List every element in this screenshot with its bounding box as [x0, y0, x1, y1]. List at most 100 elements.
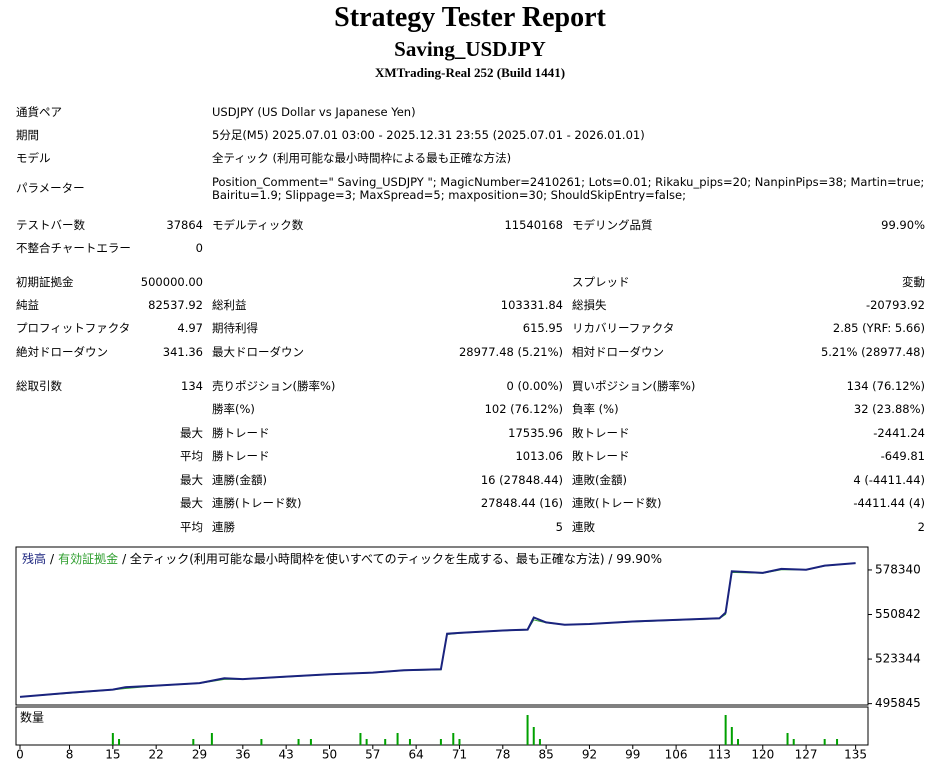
x-tick-label: 15 [105, 748, 120, 761]
stat-label: スプレッド [572, 275, 630, 289]
stat-value: 500000.00 [140, 275, 203, 289]
volume-bar [526, 715, 529, 745]
x-tick-label: 120 [751, 748, 774, 761]
stat-value: 99.90% [881, 218, 925, 232]
volume-bar [532, 727, 535, 745]
stat-label: 敗トレード [572, 426, 630, 440]
x-tick-label: 64 [409, 748, 424, 761]
legend-separator: / [50, 552, 55, 566]
x-tick-label: 29 [192, 748, 207, 761]
volume-bar [365, 739, 368, 745]
stat-label: 連勝(トレード数) [212, 496, 302, 510]
legend-entry: 残高 [22, 551, 46, 566]
legend-suffix: / 全ティック(利用可能な最小時間枠を使いすべてのティックを生成する、最も正確な… [122, 551, 662, 566]
x-tick-label: 50 [322, 748, 337, 761]
y-tick-label: 495845 [875, 696, 921, 710]
volume-bar [737, 739, 740, 745]
x-tick-label: 71 [452, 748, 467, 761]
stat-label: リカバリーファクタ [572, 321, 675, 335]
stat-value: 82537.92 [148, 298, 203, 312]
stat-label: 連敗(金額) [572, 473, 627, 487]
stat-value: 134 [181, 379, 203, 393]
info-value: USDJPY (US Dollar vs Japanese Yen) [212, 105, 416, 119]
stat-label: テストバー数 [16, 218, 85, 232]
volume-bar [192, 739, 195, 745]
x-tick-label: 113 [708, 748, 731, 761]
stat-value: 4.97 [177, 321, 203, 335]
info-value: 全ティック (利用可能な最小時間枠による最も正確な方法) [212, 151, 512, 165]
info-label: パラメーター [16, 181, 85, 195]
stat-value: 27848.44 (16) [480, 496, 563, 510]
volume-bar [836, 739, 839, 745]
stat-label: モデルティック数 [212, 218, 304, 232]
info-value: Position_Comment=" Saving_USDJPY "; Magi… [212, 174, 925, 189]
stat-label: 連敗 [572, 520, 595, 534]
volume-bar [458, 739, 461, 745]
x-tick-label: 135 [844, 748, 867, 761]
stat-label: 買いポジション(勝率%) [572, 379, 696, 393]
volume-bar [786, 733, 789, 745]
x-tick-label: 57 [365, 748, 380, 761]
volume-bar [118, 739, 121, 745]
stat-value: 11540168 [504, 218, 563, 232]
stat-label: 連勝(金額) [212, 473, 267, 487]
volume-bar [309, 739, 312, 745]
y-tick-label: 578340 [875, 562, 921, 576]
volume-bar [823, 739, 826, 745]
legend: 残高 / 有効証拠金 / 全ティック(利用可能な最小時間枠を使いすべてのティックを生成… [22, 551, 662, 566]
volume-bar [396, 733, 399, 745]
volume-bar [439, 739, 442, 745]
volume-bar [359, 733, 362, 745]
y-tick-label: 550842 [875, 607, 921, 621]
report-subtitle: Saving_USDJPY [394, 37, 546, 61]
stat-value: 平均 [180, 520, 203, 534]
stat-value: 134 (76.12%) [846, 379, 925, 393]
stat-label: 総損失 [572, 298, 607, 312]
stat-label: 負率 (%) [572, 402, 619, 416]
stat-value: 最大 [180, 426, 203, 440]
stat-label: 最大ドローダウン [212, 345, 304, 359]
stat-value: 102 (76.12%) [484, 402, 563, 416]
stat-value: 4 (-4411.44) [853, 473, 925, 487]
x-tick-label: 0 [16, 748, 24, 761]
stat-value: 2 [917, 520, 925, 534]
stat-value: 16 (27848.44) [480, 473, 563, 487]
stat-value: 2.85 (YRF: 5.66) [832, 321, 925, 335]
stat-label: 期待利得 [212, 321, 258, 335]
stat-label: 敗トレード [572, 449, 630, 463]
x-tick-label: 85 [538, 748, 553, 761]
stat-label: 連勝 [212, 520, 235, 534]
stat-label: 相対ドローダウン [572, 345, 664, 359]
volume-bar [538, 739, 541, 745]
x-tick-label: 22 [149, 748, 164, 761]
info-value: Bairitu=1.9; Slippage=3; MaxSpread=5; ma… [212, 187, 686, 202]
stat-label: 連敗(トレード数) [572, 496, 662, 510]
stat-value: -649.81 [880, 449, 925, 463]
stat-value: 最大 [180, 496, 203, 510]
x-tick-label: 127 [795, 748, 818, 761]
stat-label: 純益 [16, 298, 39, 312]
stat-label: 初期証拠金 [16, 275, 74, 289]
volume-bar [210, 733, 213, 745]
stat-value: 0 [195, 241, 203, 255]
stat-label: 不整合チャートエラー [16, 241, 131, 255]
volume-label: 数量 [20, 710, 44, 725]
volume-bar [452, 733, 455, 745]
stat-value: 5 [555, 520, 563, 534]
stat-label: プロフィットファクタ [16, 321, 131, 335]
stat-value: 最大 [180, 473, 203, 487]
stat-value: 341.36 [162, 345, 203, 359]
volume-bar [297, 739, 300, 745]
stat-label: 勝トレード [212, 426, 270, 440]
volume-bar [260, 739, 263, 745]
stat-value: 5.21% (28977.48) [820, 345, 925, 359]
stat-label: 勝トレード [212, 449, 270, 463]
stat-value: 1013.06 [515, 449, 563, 463]
volume-bar [724, 715, 727, 745]
info-value: 5分足(M5) 2025.07.01 03:00 - 2025.12.31 23… [212, 128, 645, 142]
stat-value: 変動 [902, 275, 925, 289]
volume-bar [384, 739, 387, 745]
stat-value: -20793.92 [865, 298, 925, 312]
y-tick-label: 523344 [875, 652, 921, 666]
